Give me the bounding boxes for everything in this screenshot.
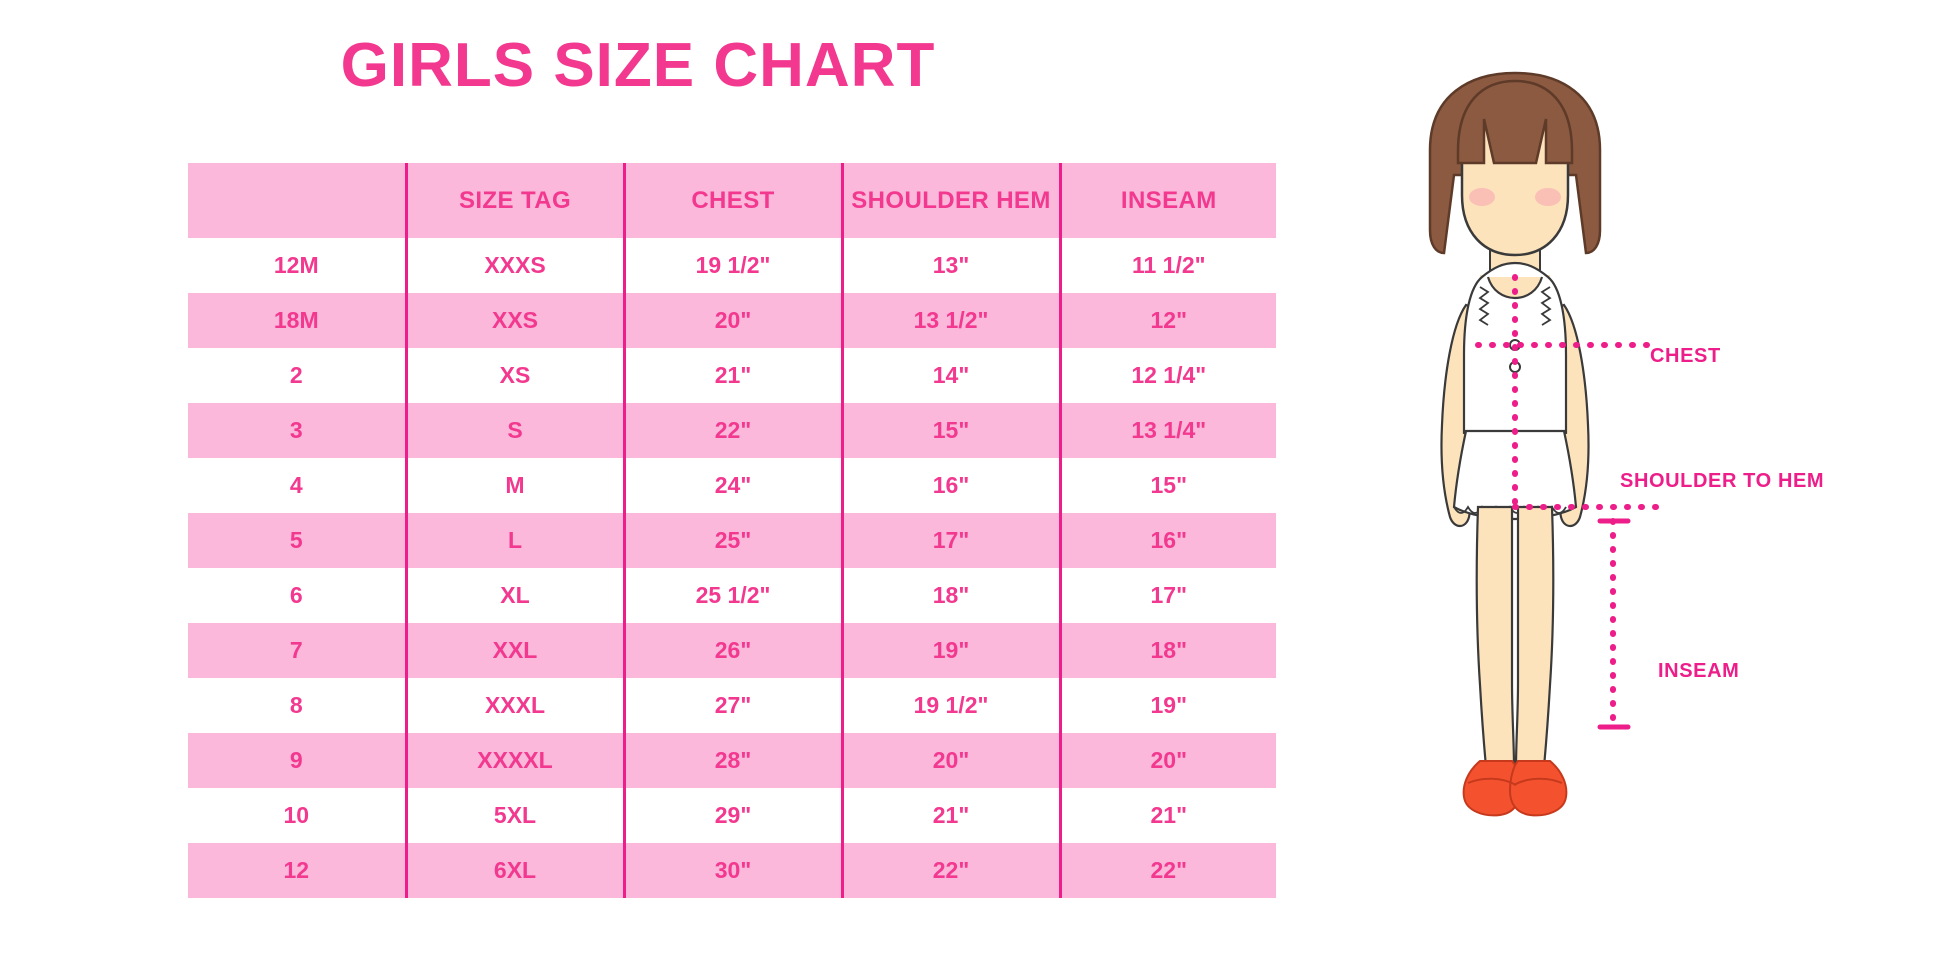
- cell-size: 2: [188, 348, 406, 403]
- table-row: 9 XXXXL 28" 20" 20": [188, 733, 1276, 788]
- cell-inseam: 13 1/4": [1058, 403, 1276, 458]
- cell-size: 12: [188, 843, 406, 898]
- measurement-illustration: [1370, 55, 1660, 885]
- cell-size-tag: L: [404, 513, 624, 568]
- cell-shoulder-hem: 15": [840, 403, 1060, 458]
- cell-chest: 22": [622, 403, 842, 458]
- shoe-strap-right: [1513, 777, 1563, 786]
- column-header-size: [188, 163, 406, 238]
- table-header-row: SIZE TAG CHEST SHOULDER HEM INSEAM: [188, 163, 1276, 238]
- cell-inseam: 12": [1058, 293, 1276, 348]
- girl-figure-svg: [1428, 71, 1660, 817]
- cell-size-tag: XXS: [404, 293, 624, 348]
- cell-chest: 27": [622, 678, 842, 733]
- cell-shoulder-hem: 19": [840, 623, 1060, 678]
- table-row: 10 5XL 29" 21" 21": [188, 788, 1276, 843]
- cell-size-tag: XXL: [404, 623, 624, 678]
- callout-inseam: INSEAM: [1658, 660, 1740, 682]
- cheek-left: [1469, 188, 1495, 206]
- cell-size-tag: S: [404, 403, 624, 458]
- cell-size: 4: [188, 458, 406, 513]
- table-row: 2 XS 21" 14" 12 1/4": [188, 348, 1276, 403]
- table-row: 5 L 25" 17" 16": [188, 513, 1276, 568]
- cell-size: 7: [188, 623, 406, 678]
- cell-shoulder-hem: 21": [840, 788, 1060, 843]
- cell-chest: 19 1/2": [622, 238, 842, 293]
- cell-size: 8: [188, 678, 406, 733]
- shirt-ruffle-right: [1540, 286, 1552, 326]
- table-row: 4 M 24" 16" 15": [188, 458, 1276, 513]
- cell-inseam: 12 1/4": [1058, 348, 1276, 403]
- table-row: 12 6XL 30" 22" 22": [188, 843, 1276, 898]
- cell-size: 18M: [188, 293, 406, 348]
- cell-inseam: 15": [1058, 458, 1276, 513]
- cell-chest: 21": [622, 348, 842, 403]
- cell-size: 10: [188, 788, 406, 843]
- shoe-right: [1508, 760, 1568, 817]
- cell-shoulder-hem: 20": [840, 733, 1060, 788]
- cell-chest: 29": [622, 788, 842, 843]
- hair-fringe-icon: [1456, 79, 1574, 165]
- cheek-right: [1535, 188, 1561, 206]
- size-table-container: SIZE TAG CHEST SHOULDER HEM INSEAM 12M X…: [188, 163, 1276, 898]
- table-row: 6 XL 25 1/2" 18" 17": [188, 568, 1276, 623]
- callout-shoulder-to-hem: SHOULDER TO HEM: [1620, 470, 1825, 492]
- cell-shoulder-hem: 13": [840, 238, 1060, 293]
- table-row: 3 S 22" 15" 13 1/4": [188, 403, 1276, 458]
- cell-inseam: 20": [1058, 733, 1276, 788]
- cell-shoulder-hem: 16": [840, 458, 1060, 513]
- cell-shoulder-hem: 13 1/2": [840, 293, 1060, 348]
- table-row: 12M XXXS 19 1/2" 13" 11 1/2": [188, 238, 1276, 293]
- cell-shoulder-hem: 14": [840, 348, 1060, 403]
- cell-inseam: 22": [1058, 843, 1276, 898]
- column-header-shoulder-hem: SHOULDER HEM: [840, 163, 1060, 238]
- shoe-strap-left: [1467, 777, 1517, 786]
- cell-shoulder-hem: 17": [840, 513, 1060, 568]
- callout-chest: CHEST: [1650, 345, 1721, 367]
- cell-chest: 25": [622, 513, 842, 568]
- cell-inseam: 11 1/2": [1058, 238, 1276, 293]
- cell-size-tag: 5XL: [404, 788, 624, 843]
- page-title: GIRLS SIZE CHART: [340, 31, 936, 100]
- cell-chest: 25 1/2": [622, 568, 842, 623]
- table-row: 18M XXS 20" 13 1/2" 12": [188, 293, 1276, 348]
- cell-size: 3: [188, 403, 406, 458]
- cell-inseam: 21": [1058, 788, 1276, 843]
- table-row: 7 XXL 26" 19" 18": [188, 623, 1276, 678]
- cell-size: 6: [188, 568, 406, 623]
- size-table: SIZE TAG CHEST SHOULDER HEM INSEAM 12M X…: [188, 163, 1276, 898]
- cell-size-tag: XXXS: [404, 238, 624, 293]
- shirt-ruffle-left: [1478, 286, 1490, 326]
- leg-right: [1514, 505, 1555, 769]
- column-header-chest: CHEST: [622, 163, 842, 238]
- cell-size: 12M: [188, 238, 406, 293]
- cell-inseam: 16": [1058, 513, 1276, 568]
- cell-inseam: 18": [1058, 623, 1276, 678]
- cell-size-tag: XL: [404, 568, 624, 623]
- cell-chest: 20": [622, 293, 842, 348]
- cell-size-tag: XS: [404, 348, 624, 403]
- cell-chest: 24": [622, 458, 842, 513]
- column-header-size-tag: SIZE TAG: [404, 163, 624, 238]
- cell-size-tag: 6XL: [404, 843, 624, 898]
- cell-size-tag: M: [404, 458, 624, 513]
- cell-chest: 30": [622, 843, 842, 898]
- cell-inseam: 17": [1058, 568, 1276, 623]
- cell-size: 5: [188, 513, 406, 568]
- leg-left: [1475, 505, 1516, 769]
- cell-inseam: 19": [1058, 678, 1276, 733]
- shirt-neckline: [1486, 276, 1544, 300]
- table-row: 8 XXXL 27" 19 1/2" 19": [188, 678, 1276, 733]
- column-header-inseam: INSEAM: [1058, 163, 1276, 238]
- cell-shoulder-hem: 19 1/2": [840, 678, 1060, 733]
- cell-size-tag: XXXXL: [404, 733, 624, 788]
- cell-size-tag: XXXL: [404, 678, 624, 733]
- cell-chest: 28": [622, 733, 842, 788]
- cell-chest: 26": [622, 623, 842, 678]
- cell-shoulder-hem: 18": [840, 568, 1060, 623]
- cell-shoulder-hem: 22": [840, 843, 1060, 898]
- cell-size: 9: [188, 733, 406, 788]
